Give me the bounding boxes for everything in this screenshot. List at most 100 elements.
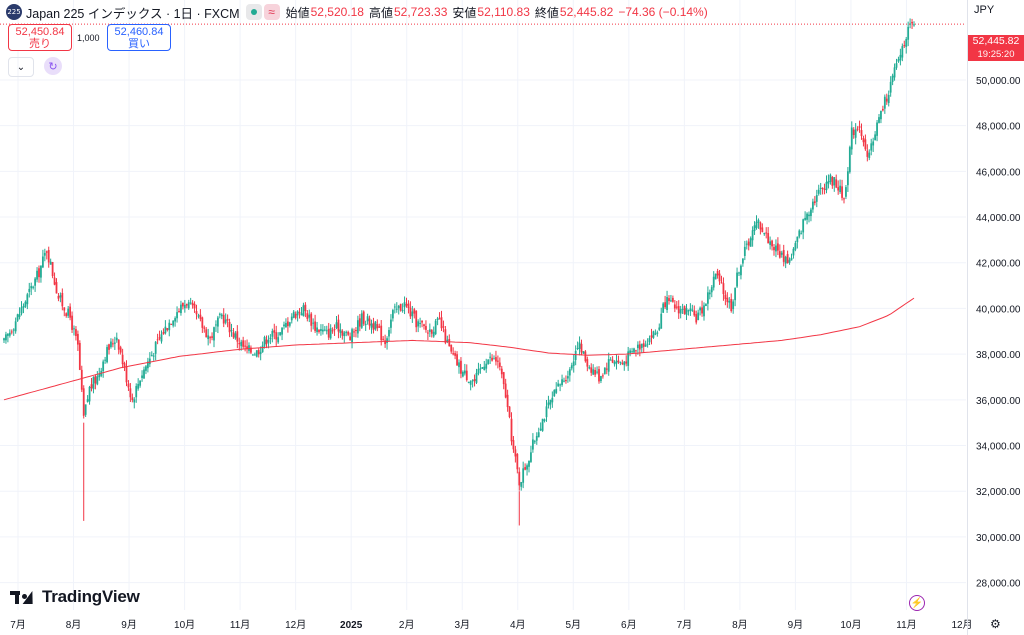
y-tick-label: 30,000.00 (976, 533, 1021, 544)
candle-body (878, 117, 880, 123)
candle-body (843, 198, 845, 200)
candle-body (516, 454, 519, 470)
candle-body (382, 338, 385, 340)
wave-icon[interactable]: ≈ (263, 4, 280, 20)
candle-body (603, 367, 606, 374)
candle-body (660, 313, 663, 329)
y-tick-label: 34,000.00 (976, 442, 1021, 453)
buy-button[interactable]: 52,460.84 買い (107, 24, 171, 51)
candle-body (640, 343, 643, 349)
buy-label: 買い (128, 38, 150, 50)
candle-body (850, 127, 853, 150)
candle-body (222, 314, 225, 324)
candle-body (413, 309, 416, 314)
candle-body (145, 366, 147, 371)
candle-body (393, 306, 396, 308)
market-status-icon[interactable] (245, 4, 262, 20)
currency-selector[interactable]: JPY (974, 4, 995, 16)
candle-body (788, 259, 791, 263)
candle-body (572, 361, 575, 366)
tradingview-logo[interactable]: TradingView (10, 587, 140, 607)
x-tick-label: 2025 (340, 620, 363, 631)
candle-body (454, 353, 457, 356)
candle-body (465, 370, 468, 381)
candle-body (563, 380, 565, 382)
symbol-badge[interactable]: 225 (6, 4, 22, 20)
candle-body (666, 297, 668, 310)
candle-body (887, 94, 890, 104)
candle-body (181, 302, 184, 307)
symbol-title[interactable]: Japan 225 インデックス · 1日 · FXCM (26, 6, 240, 21)
candle-body (306, 313, 309, 319)
gear-icon[interactable]: ⚙ (990, 617, 1001, 631)
candle-body (827, 181, 830, 184)
candle-body (458, 362, 460, 368)
candle-body (207, 335, 210, 340)
candle-body (250, 347, 252, 353)
y-tick-label: 40,000.00 (976, 304, 1021, 315)
candle-body (166, 328, 169, 331)
y-tick-label: 48,000.00 (976, 122, 1021, 133)
candle-body (833, 177, 836, 186)
candle-body (786, 254, 789, 264)
candle-body (745, 243, 748, 245)
candle-body (228, 321, 231, 333)
candle-body (296, 311, 299, 316)
refresh-icon[interactable]: ↻ (44, 57, 62, 75)
x-tick-label: 8月 (66, 619, 82, 631)
sell-button[interactable]: 52,450.84 売り (8, 24, 72, 51)
candle-body (131, 397, 134, 401)
lightning-icon[interactable]: ⚡ (909, 595, 925, 611)
candle-body (845, 187, 847, 197)
candle-body (800, 233, 803, 235)
candle-body (148, 358, 151, 365)
candle-body (701, 307, 703, 314)
candle-body (586, 359, 589, 367)
candle-body (815, 195, 818, 202)
candle-body (314, 321, 317, 331)
candle-body (215, 324, 217, 326)
candle-body (71, 315, 73, 330)
candle-body (625, 361, 628, 364)
candle-body (576, 347, 579, 349)
candle-body (261, 345, 264, 353)
candle-body (796, 236, 799, 243)
candle-body (279, 332, 282, 336)
candle-body (364, 323, 367, 326)
candle-body (154, 341, 157, 354)
candle-body (753, 225, 756, 232)
candle-body (6, 333, 9, 336)
candle-body (514, 449, 517, 457)
candle-body (368, 318, 371, 326)
candle-body (216, 317, 219, 327)
order-quantity[interactable]: 1,000 (77, 33, 100, 43)
logo-text: TradingView (42, 587, 140, 606)
candle-body (117, 339, 120, 350)
candle-body (137, 383, 140, 389)
candle-body (362, 311, 365, 324)
candle-body (846, 171, 849, 186)
candle-body (61, 293, 64, 307)
y-tick-label: 28,000.00 (976, 579, 1021, 590)
chevron-down-icon[interactable]: ⌄ (8, 57, 34, 77)
candle-body (430, 329, 433, 334)
candle-body (627, 351, 630, 366)
candle-body (98, 373, 101, 378)
candle-body (897, 59, 900, 62)
candle-body (329, 328, 332, 339)
candle-body (73, 328, 75, 330)
candle-body (452, 353, 455, 355)
candle-body (257, 350, 260, 355)
candle-body (244, 345, 247, 347)
candle-body (817, 189, 820, 194)
candle-body (905, 39, 908, 47)
candle-body (125, 366, 128, 383)
candle-body (22, 306, 25, 308)
candle-body (14, 321, 17, 332)
candle-body (335, 322, 338, 329)
candle-body (584, 351, 587, 362)
candle-body (403, 302, 406, 308)
candle-body (763, 232, 766, 235)
candle-body (615, 360, 618, 364)
